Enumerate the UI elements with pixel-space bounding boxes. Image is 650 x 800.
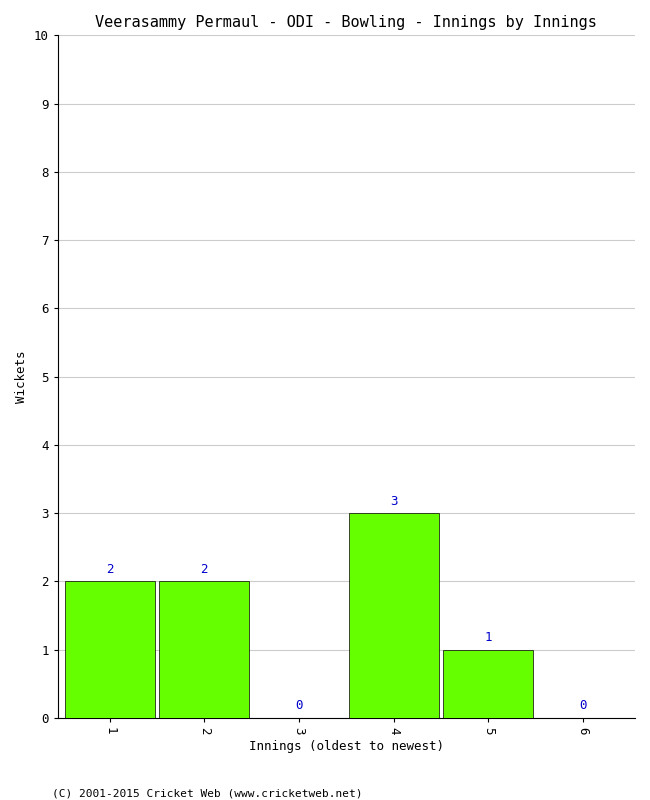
Text: 2: 2 [106, 563, 113, 576]
Bar [65, 582, 155, 718]
Y-axis label: Wickets: Wickets [15, 350, 28, 403]
Text: 2: 2 [201, 563, 208, 576]
Text: 1: 1 [484, 631, 492, 644]
Text: 0: 0 [295, 699, 303, 713]
Text: 0: 0 [579, 699, 587, 713]
X-axis label: Innings (oldest to newest): Innings (oldest to newest) [249, 740, 444, 753]
Text: (C) 2001-2015 Cricket Web (www.cricketweb.net): (C) 2001-2015 Cricket Web (www.cricketwe… [52, 788, 363, 798]
Bar [443, 650, 533, 718]
Text: 3: 3 [390, 494, 397, 508]
Bar [159, 582, 249, 718]
Bar [348, 513, 439, 718]
Title: Veerasammy Permaul - ODI - Bowling - Innings by Innings: Veerasammy Permaul - ODI - Bowling - Inn… [96, 15, 597, 30]
